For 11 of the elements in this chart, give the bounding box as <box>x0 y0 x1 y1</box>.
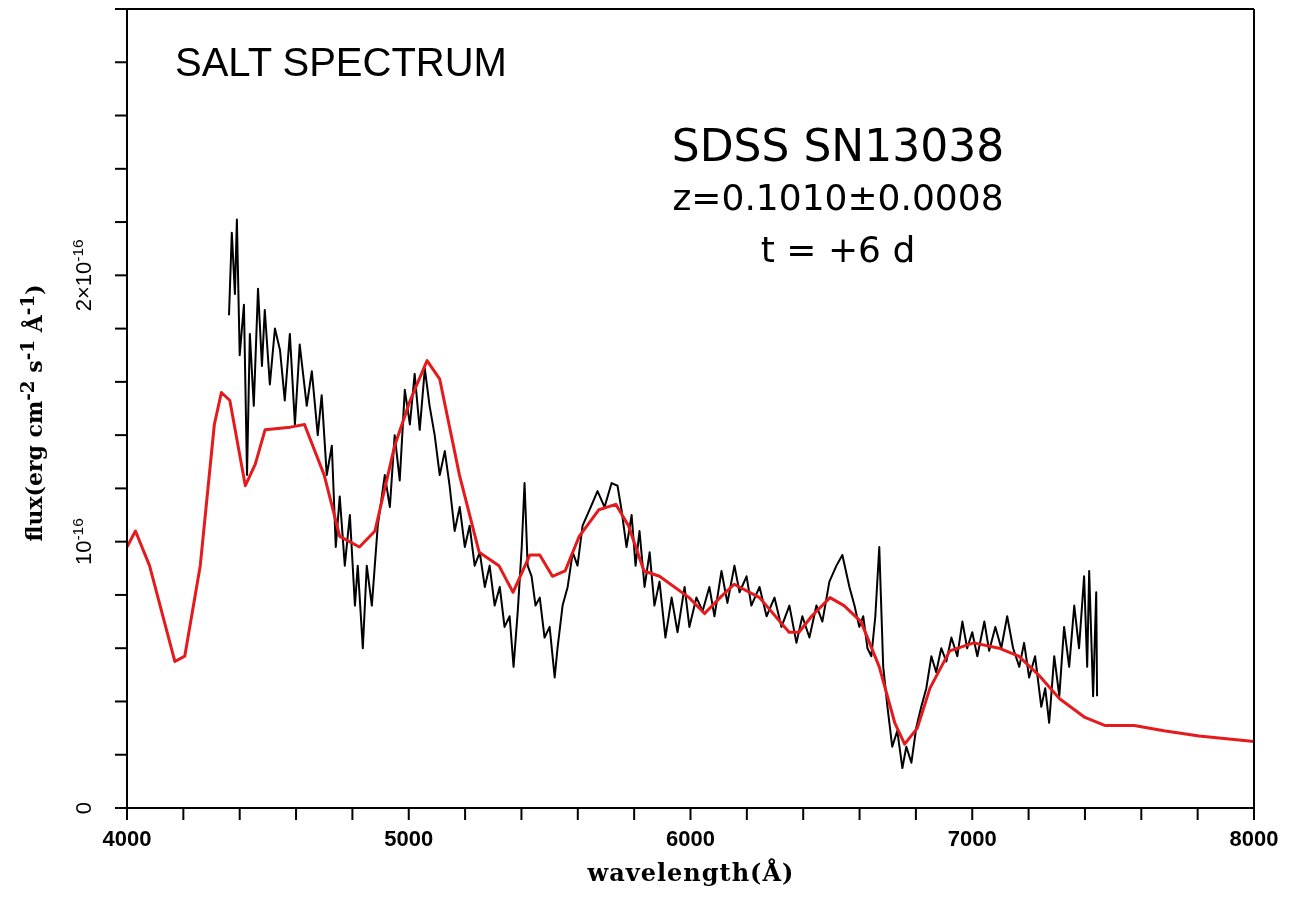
y-tick-label: 0 <box>71 801 96 815</box>
x-tick-label: 6000 <box>666 826 715 851</box>
text: SALT SPECTRUM <box>175 40 507 85</box>
x-tick-label: 4000 <box>102 826 152 851</box>
x-tick-label: 7000 <box>947 826 997 851</box>
annotation: t = +6 d <box>759 228 917 272</box>
x-axis-title: wavelength(Å) <box>586 858 796 887</box>
annotation: SDSS SN13038 <box>670 120 1006 172</box>
x-tick-label: 8000 <box>1229 826 1279 851</box>
annotation: z=0.1010±0.0008 <box>671 176 1005 220</box>
x-tick-label: 5000 <box>384 826 434 851</box>
